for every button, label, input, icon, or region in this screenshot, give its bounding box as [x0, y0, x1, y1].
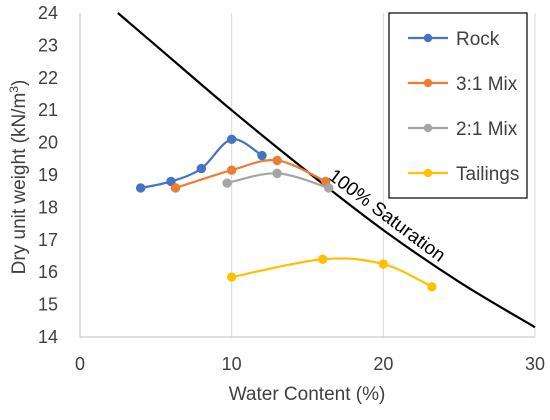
series-line	[231, 257, 433, 288]
legend-entry: 3:1 Mix	[408, 74, 518, 95]
y-tick-label: 23	[38, 35, 58, 55]
data-point	[226, 272, 237, 282]
x-tick-label: 10	[222, 354, 242, 374]
series-layer	[135, 134, 437, 292]
legend-label: Rock	[456, 29, 500, 50]
legend-label: 2:1 Mix	[456, 119, 518, 140]
y-tick-label: 16	[38, 262, 58, 282]
y-tick-label: 24	[38, 3, 58, 23]
y-tick-label: 17	[38, 230, 58, 250]
y-tick-label: 18	[38, 197, 58, 217]
legend-swatch-marker	[423, 33, 433, 43]
data-point	[378, 259, 389, 269]
y-tick-label: 22	[38, 68, 58, 88]
data-point	[222, 178, 232, 188]
y-axis-title-superscript: 3	[7, 86, 21, 93]
series-line	[175, 159, 327, 190]
data-point	[272, 155, 282, 166]
data-point	[324, 183, 334, 193]
legend-box	[388, 12, 528, 199]
data-point	[135, 183, 146, 193]
legend-swatch-marker	[423, 168, 433, 178]
data-point	[166, 176, 176, 187]
data-point	[196, 163, 207, 174]
y-tick-label: 21	[38, 100, 58, 120]
y-tick-label: 19	[38, 165, 58, 185]
series-rock	[135, 134, 267, 193]
legend-entry: Tailings	[408, 164, 519, 185]
series-2-1-mix	[222, 168, 334, 193]
series-tailings	[226, 254, 437, 292]
data-point	[226, 165, 237, 175]
legend: Rock 3:1 Mix 2:1 Mix Tailings	[388, 12, 528, 199]
data-point	[272, 168, 282, 179]
data-point	[317, 254, 328, 264]
series-3-1-mix	[170, 155, 331, 193]
legend-label: Tailings	[456, 164, 519, 185]
legend-entry: 2:1 Mix	[408, 119, 518, 140]
legend-swatch-marker	[423, 123, 433, 133]
axes: 0 10 20 30 14 15 16 17 18 19 20 21 22 23 24	[38, 3, 545, 374]
y-tick-label: 14	[38, 327, 58, 347]
data-point	[427, 282, 437, 292]
x-tick-label: 30	[525, 354, 545, 374]
y-axis-title: Dry unit weight (kN/m3)	[7, 80, 30, 275]
x-tick-label: 0	[75, 354, 85, 374]
y-axis-title-close: )	[9, 80, 30, 86]
y-tick-label: 15	[38, 295, 58, 315]
legend-entry: Rock	[408, 29, 500, 50]
data-point	[257, 150, 267, 161]
grid	[231, 13, 536, 337]
x-axis-title: Water Content (%)	[229, 384, 386, 405]
data-point	[170, 183, 181, 193]
y-axis-title-main: Dry unit weight (kN/m	[9, 93, 30, 275]
legend-swatch-marker	[423, 78, 433, 88]
x-tick-label: 20	[373, 354, 393, 374]
legend-label: 3:1 Mix	[456, 74, 518, 95]
y-tick-label: 20	[38, 133, 58, 153]
data-point	[226, 134, 237, 145]
